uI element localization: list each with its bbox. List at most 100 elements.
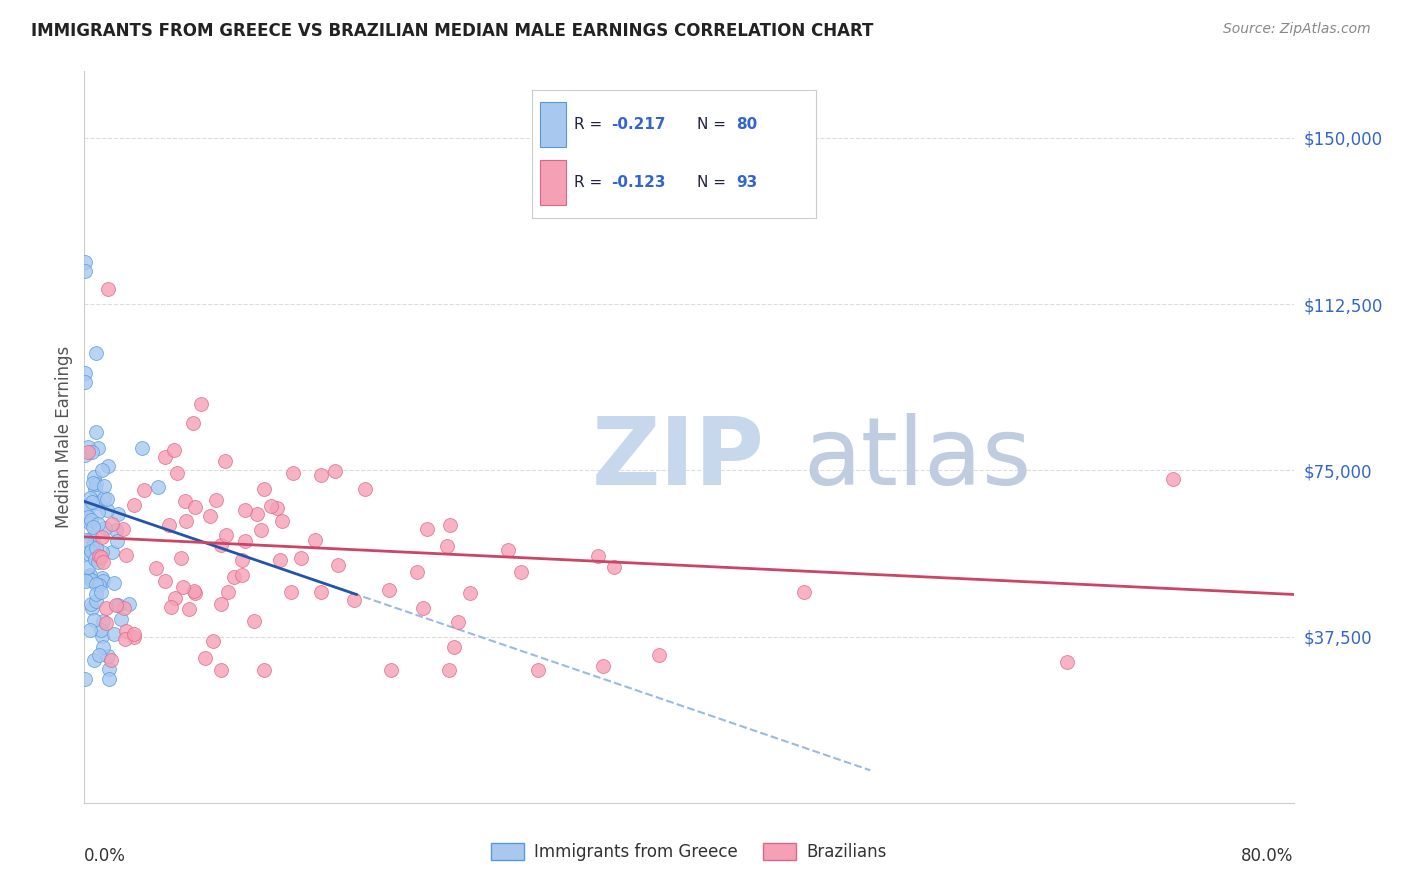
Text: Source: ZipAtlas.com: Source: ZipAtlas.com [1223, 22, 1371, 37]
Point [215, 527, 238, 541]
Point [80, 597, 103, 611]
Point [172, 580, 194, 594]
Point [103, 575, 125, 590]
Point [174, 494, 197, 508]
Point [209, 663, 232, 677]
Point [209, 597, 232, 611]
Point [79, 573, 101, 587]
Point [170, 551, 193, 566]
Point [214, 454, 236, 468]
Text: 80.0%: 80.0% [1241, 847, 1294, 864]
Point [159, 599, 181, 614]
Point [217, 585, 239, 599]
Point [439, 518, 461, 533]
Point [80, 513, 103, 527]
Point [354, 482, 377, 496]
Point [82, 520, 104, 534]
Point [73, 366, 96, 380]
Point [157, 517, 180, 532]
Point [145, 561, 167, 575]
Legend: Immigrants from Greece, Brazilians: Immigrants from Greece, Brazilians [485, 836, 893, 868]
Point [183, 583, 205, 598]
Text: 0.0%: 0.0% [84, 847, 127, 864]
Point [103, 627, 125, 641]
Point [163, 591, 186, 606]
Point [118, 597, 141, 611]
Point [79, 623, 101, 637]
Point [90, 623, 112, 637]
Point [202, 634, 225, 648]
Point [84, 346, 107, 360]
Point [77, 500, 100, 515]
Point [107, 598, 129, 612]
Point [222, 570, 245, 584]
Point [243, 614, 266, 628]
Point [96, 491, 118, 506]
Point [77, 440, 100, 454]
Point [84, 425, 107, 439]
Point [75, 533, 97, 547]
Point [77, 560, 100, 574]
Point [510, 565, 533, 579]
Point [84, 577, 107, 591]
Point [406, 565, 429, 579]
Point [527, 663, 550, 677]
Point [290, 550, 312, 565]
Point [80, 494, 103, 508]
Point [73, 264, 96, 278]
Point [323, 464, 346, 478]
Point [269, 553, 291, 567]
Point [122, 630, 145, 644]
Point [86, 517, 108, 532]
Text: ZIP: ZIP [592, 413, 765, 505]
Point [93, 479, 115, 493]
Point [252, 663, 274, 677]
Point [259, 500, 281, 514]
Point [91, 572, 114, 586]
Point [97, 282, 120, 296]
Point [79, 567, 101, 582]
Point [184, 500, 207, 515]
Point [447, 615, 470, 629]
Point [283, 466, 305, 480]
Point [458, 585, 481, 599]
Point [87, 496, 110, 510]
Point [122, 627, 145, 641]
Text: IMMIGRANTS FROM GREECE VS BRAZILIAN MEDIAN MALE EARNINGS CORRELATION CHART: IMMIGRANTS FROM GREECE VS BRAZILIAN MEDI… [31, 22, 873, 40]
Point [94, 616, 117, 631]
Point [90, 629, 112, 643]
Point [91, 545, 114, 559]
Point [166, 466, 188, 480]
Point [80, 543, 103, 558]
Point [233, 502, 256, 516]
Point [75, 448, 97, 462]
Point [75, 574, 97, 589]
Point [77, 570, 100, 584]
Point [250, 523, 273, 537]
Point [82, 475, 104, 490]
Text: atlas: atlas [804, 413, 1032, 505]
Point [603, 560, 626, 574]
Point [91, 574, 114, 589]
Point [96, 600, 118, 615]
Point [84, 594, 107, 608]
Point [87, 549, 110, 563]
Point [131, 442, 153, 456]
Y-axis label: Median Male Earnings: Median Male Earnings [55, 346, 73, 528]
Point [122, 498, 145, 512]
Point [115, 624, 138, 638]
Point [97, 662, 120, 676]
Point [97, 458, 120, 473]
Point [648, 648, 671, 662]
Point [76, 509, 98, 524]
Point [380, 663, 402, 677]
Point [1056, 655, 1078, 669]
Point [86, 541, 108, 555]
Point [91, 614, 114, 628]
Point [87, 505, 110, 519]
Point [91, 555, 114, 569]
Point [97, 672, 120, 686]
Point [105, 599, 128, 613]
Point [93, 491, 115, 505]
Point [114, 632, 136, 647]
